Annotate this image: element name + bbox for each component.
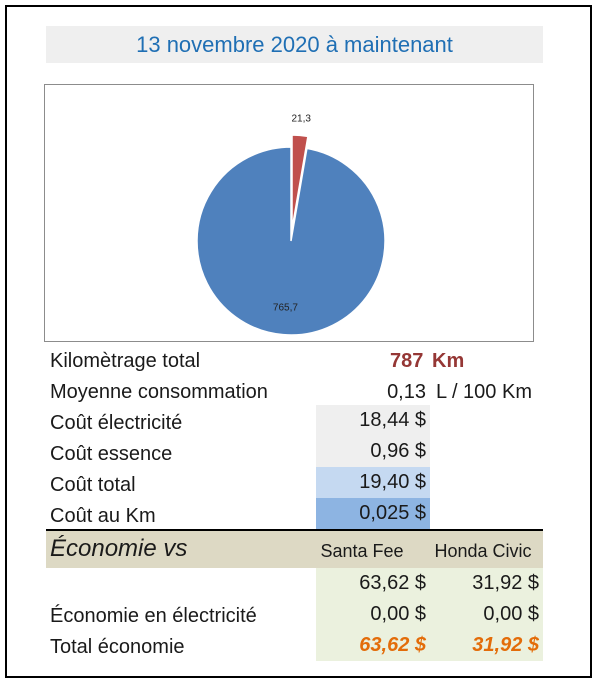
pie-slice-1	[196, 146, 386, 336]
economie-row1-honda-civic: 31,92 $	[430, 568, 543, 599]
km-label: Kilomètrage total	[50, 350, 201, 372]
conso-unit: L / 100 Km	[436, 381, 532, 403]
economie-header-band	[46, 531, 543, 568]
total-economie-label: Total économie	[50, 636, 185, 658]
total-economie-honda-civic: 31,92 $	[430, 630, 543, 661]
pie-data-label-0: 21,3	[291, 113, 311, 124]
pie-slice-0	[291, 134, 309, 230]
section-divider	[46, 529, 543, 531]
per-km-cost-value: 0,025 $	[316, 498, 430, 529]
conso-value: 0,13	[387, 381, 426, 403]
per-km-cost-label: Coût au Km	[50, 505, 156, 527]
conso-label: Moyenne consommation	[50, 381, 268, 403]
economie-elec-label: Économie en électricité	[50, 605, 257, 627]
pie-data-label-1: 765,7	[273, 303, 298, 314]
elec-cost-value: 18,44 $	[316, 405, 430, 436]
total-economie-santa-fee: 63,62 $	[316, 630, 430, 661]
elec-cost-label: Coût électricité	[50, 412, 183, 434]
economie-row1-santa-fee: 63,62 $	[316, 568, 430, 599]
pie-chart: 21,3 765,7	[44, 84, 534, 342]
essence-cost-value: 0,96 $	[316, 436, 430, 467]
report-frame	[5, 5, 592, 678]
km-value: 787	[390, 350, 424, 372]
pie-chart-svg: 21,3 765,7	[196, 113, 386, 336]
report-title: 13 novembre 2020 à maintenant	[46, 26, 543, 63]
total-cost-value: 19,40 $	[316, 467, 430, 498]
economie-col-santa-fee: Santa Fee	[320, 541, 404, 561]
economie-col-honda-civic: Honda Civic	[434, 541, 532, 561]
economie-elec-honda-civic: 0,00 $	[430, 599, 543, 630]
total-cost-label: Coût total	[50, 474, 136, 496]
economie-elec-santa-fee: 0,00 $	[316, 599, 430, 630]
essence-cost-label: Coût essence	[50, 443, 173, 465]
km-unit: Km	[432, 350, 465, 372]
economie-title: Économie vs	[50, 535, 188, 562]
